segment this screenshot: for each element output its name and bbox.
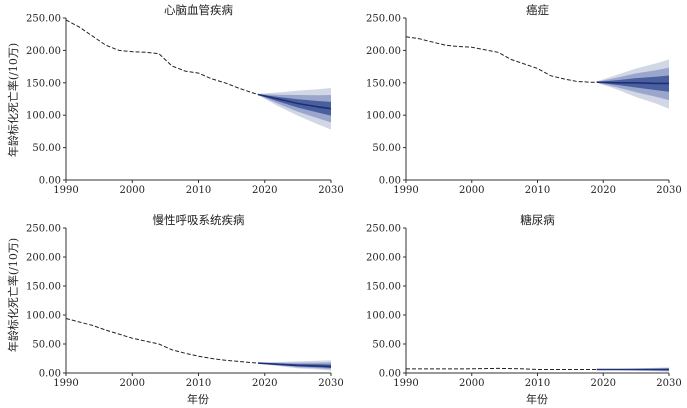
history-line — [406, 367, 597, 370]
y-tick-label: 150.00 — [366, 282, 401, 293]
y-tick-label: 100.00 — [26, 111, 61, 122]
y-tick-label: 200.00 — [366, 46, 401, 57]
x-tick-label: 2010 — [186, 185, 211, 196]
y-tick-label: 50.00 — [372, 340, 401, 351]
x-tick-label: 1990 — [393, 185, 418, 196]
history-line — [405, 36, 597, 83]
x-tick-label: 2020 — [252, 185, 277, 196]
x-axis-label-right: 年份 — [526, 392, 548, 406]
x-tick-label: 2030 — [318, 378, 343, 389]
chart-panel-3: 慢性呼吸系统疾病 0.00 50.00 100.00 150.00 200.00 250.0… — [26, 213, 344, 389]
y-axis-label-bottom: 年龄标化死亡率(/10万) — [6, 238, 20, 352]
y-tick-label: 0.00 — [379, 176, 401, 187]
y-tick-label: 150.00 — [26, 78, 61, 89]
chart-title: 癌症 — [526, 3, 549, 17]
chart-title: 慢性呼吸系统疾病 — [153, 213, 245, 227]
x-tick-label: 1990 — [393, 378, 418, 389]
x-tick-label: 2020 — [252, 378, 277, 389]
x-tick-label: 2000 — [120, 185, 145, 196]
projection-line — [258, 362, 332, 368]
history-line — [65, 318, 259, 364]
chart-title: 心脑血管疾病 — [164, 3, 233, 17]
x-tick-label: 2030 — [656, 378, 681, 389]
y-tick-label: 0.00 — [379, 369, 401, 380]
y-tick-label: 200.00 — [26, 253, 61, 264]
projection-line — [596, 81, 669, 85]
x-tick-label: 1990 — [53, 378, 78, 389]
y-tick-label: 100.00 — [26, 311, 61, 322]
x-axis-label-left: 年份 — [187, 392, 209, 406]
y-tick-label: 250.00 — [366, 224, 401, 235]
y-tick-label: 0.00 — [39, 369, 61, 380]
x-tick-label: 1990 — [53, 185, 78, 196]
x-tick-label: 2010 — [186, 378, 211, 389]
x-tick-label: 2000 — [459, 378, 484, 389]
y-tick-label: 250.00 — [26, 14, 61, 25]
y-tick-label: 150.00 — [366, 78, 401, 89]
y-tick-label: 250.00 — [366, 14, 401, 25]
projection-line — [257, 93, 332, 110]
y-tick-label: 50.00 — [32, 340, 61, 351]
history-line — [65, 19, 259, 95]
chart-panel-2: 癌症 0.00 50.00 100.00 150.00 200.00 250.00 1990 2… — [366, 3, 682, 196]
chart-title: 糖尿病 — [520, 213, 555, 227]
x-tick-label: 2020 — [591, 185, 616, 196]
y-tick-label: 100.00 — [366, 111, 401, 122]
chart-panel-1: 心脑血管疾病 0.00 50.00 100.00 150.00 200.00 250.00 1… — [26, 3, 344, 196]
y-tick-label: 50.00 — [372, 143, 401, 154]
y-tick-label: 50.00 — [32, 143, 61, 154]
y-tick-label: 0.00 — [39, 176, 61, 187]
y-tick-label: 200.00 — [26, 46, 61, 57]
x-tick-label: 2020 — [591, 378, 616, 389]
y-tick-label: 100.00 — [366, 311, 401, 322]
x-tick-label: 2010 — [525, 185, 550, 196]
x-tick-label: 2000 — [459, 185, 484, 196]
projection-band-inner — [596, 75, 669, 92]
x-tick-label: 2030 — [656, 185, 681, 196]
x-tick-label: 2030 — [318, 185, 343, 196]
x-tick-label: 2000 — [120, 378, 145, 389]
y-tick-label: 250.00 — [26, 224, 61, 235]
x-tick-label: 2010 — [525, 378, 550, 389]
projection-band-inner — [258, 94, 331, 116]
y-axis-label-top: 年龄标化死亡率(/10万) — [6, 43, 20, 157]
chart-panel-4: 糖尿病 0.00 50.00 100.00 150.00 200.00 250.00 1990… — [366, 213, 682, 389]
y-tick-label: 200.00 — [366, 253, 401, 264]
y-tick-label: 150.00 — [26, 282, 61, 293]
